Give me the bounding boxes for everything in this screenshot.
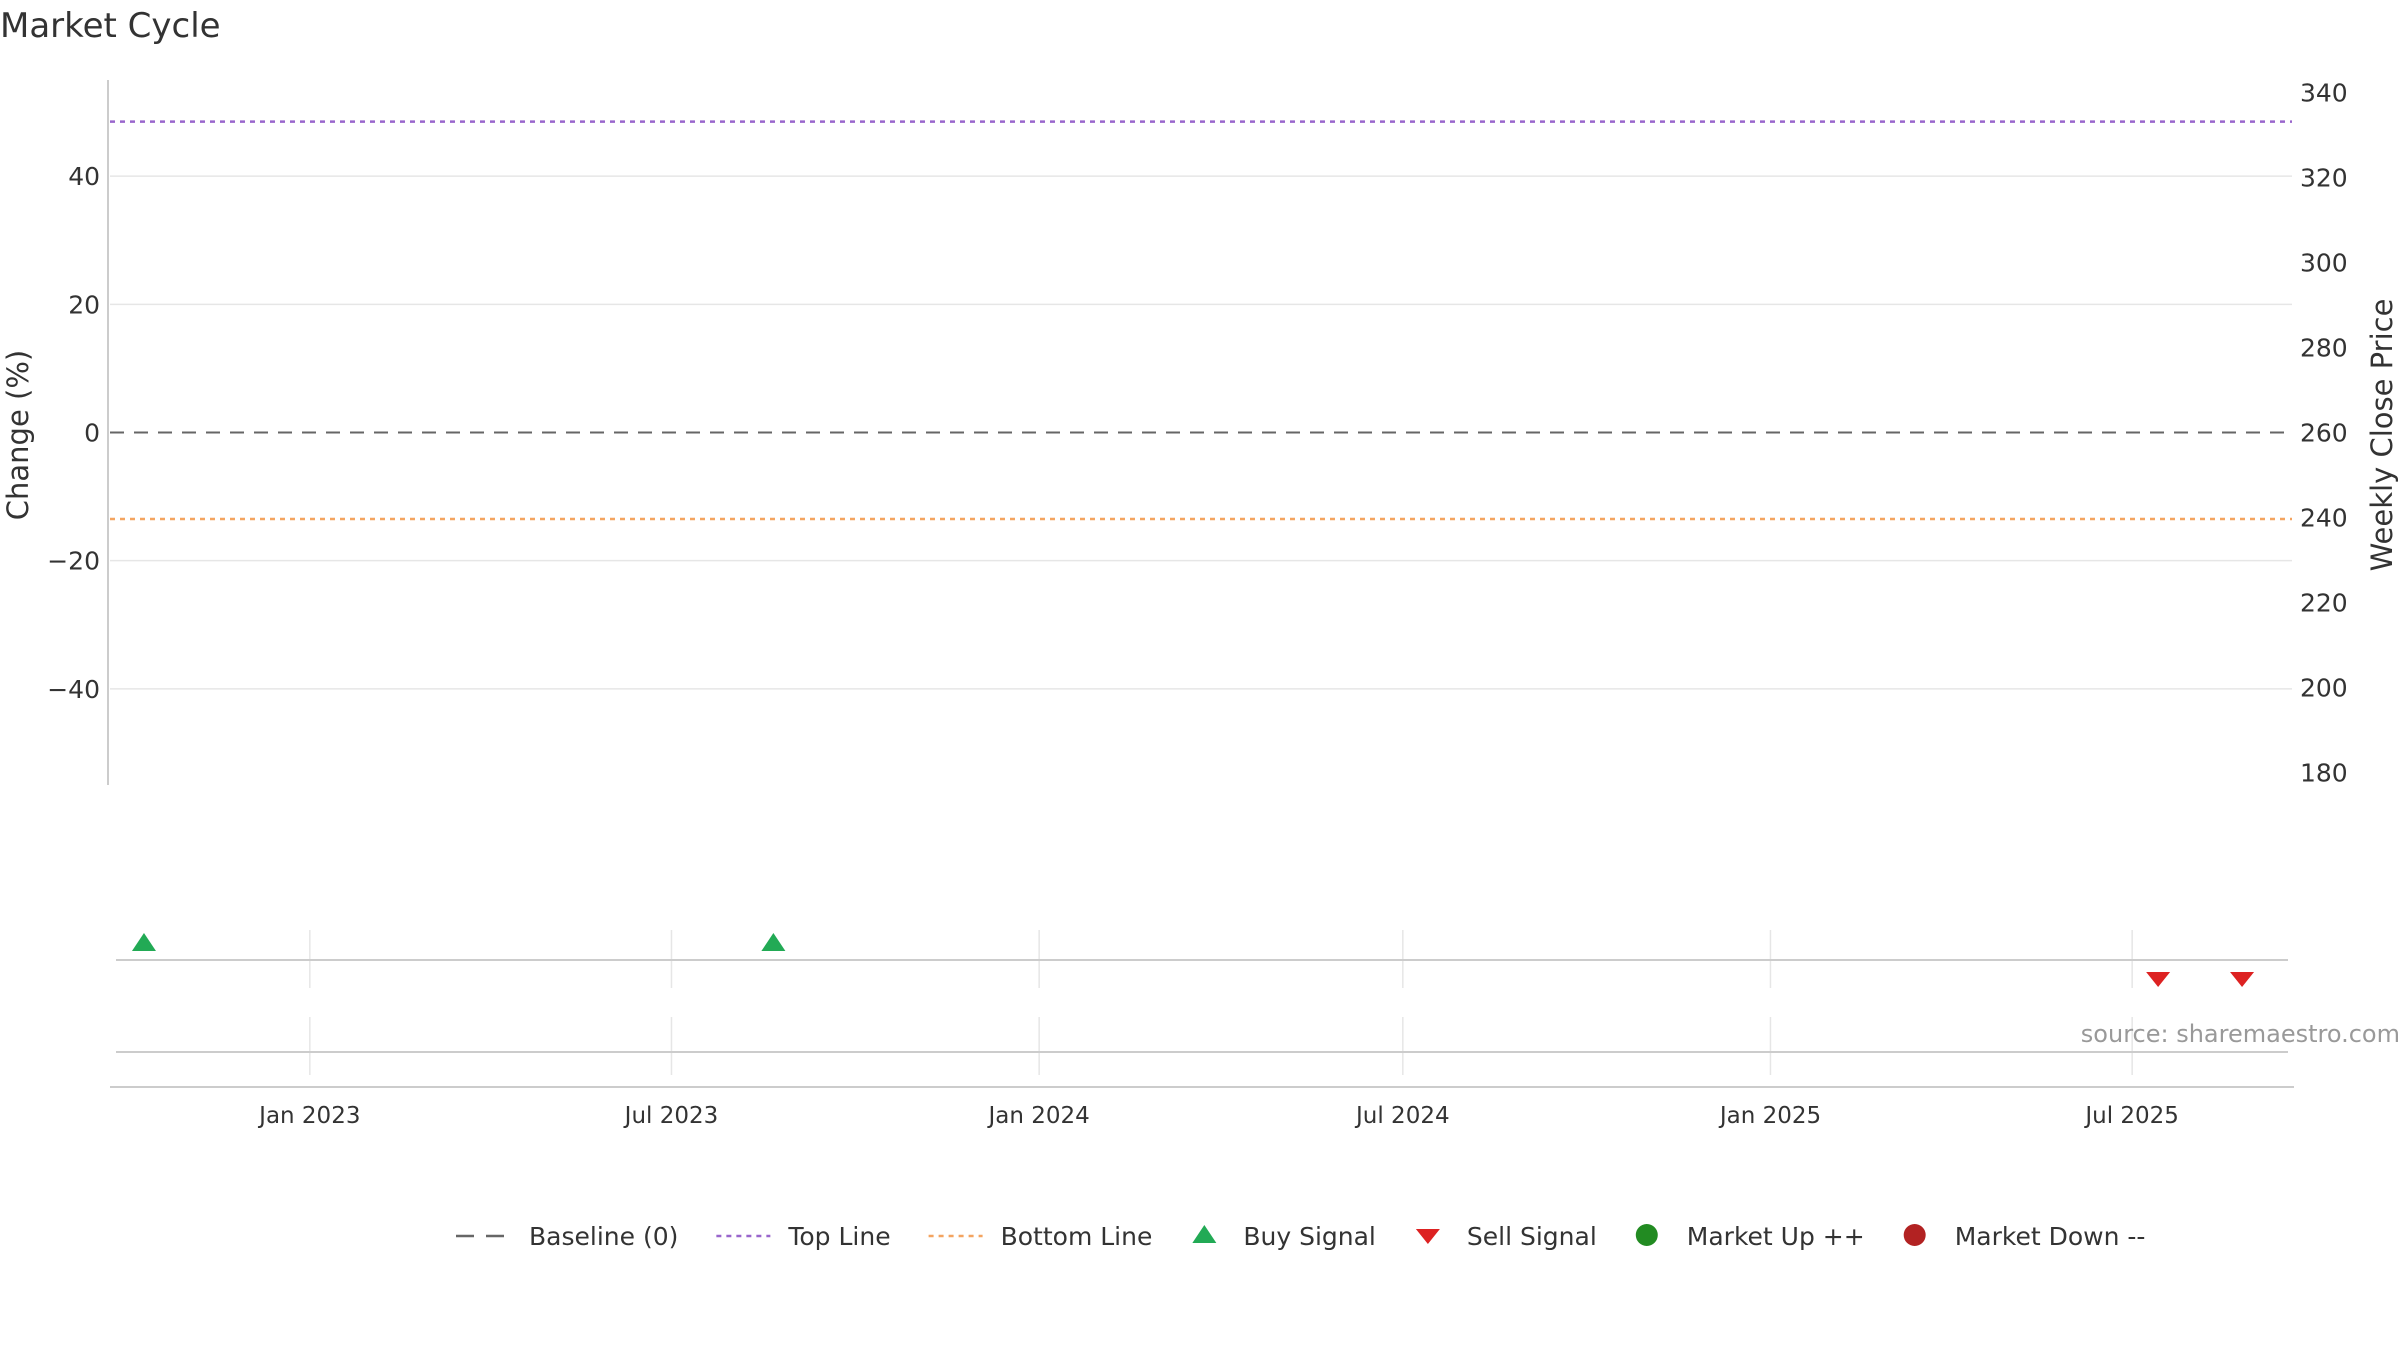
legend-item-sell: Sell Signal — [1415, 1222, 1597, 1251]
y-tick-label: −20 — [47, 547, 100, 576]
legend-label: Top Line — [787, 1222, 890, 1251]
x-tick-label: Jan 2024 — [986, 1103, 1089, 1129]
chart-legend: Baseline (0) Top Line Bottom Line Buy Signa… — [456, 1222, 2145, 1251]
legend-label: Market Up ++ — [1687, 1222, 1865, 1251]
legend-item-topline: Top Line — [716, 1222, 891, 1251]
legend-label: Bottom Line — [1001, 1222, 1153, 1251]
chart-title: Market Cycle — [0, 6, 221, 46]
sell-signal-marker — [2230, 972, 2255, 987]
legend-item-bottomline: Bottom Line — [928, 1222, 1153, 1251]
sell-signal-marker — [2146, 972, 2171, 987]
source-credit: source: sharemaestro.com — [2080, 1020, 2400, 1048]
buy-signal-marker — [131, 933, 156, 951]
x-tick-label: Jul 2024 — [1354, 1103, 1450, 1129]
legend-swatch-buy — [1192, 1225, 1217, 1243]
x-tick-label: Jul 2023 — [623, 1103, 719, 1129]
y-tick-label: −40 — [47, 675, 100, 704]
legend-item-mdown: Market Down -- — [1903, 1222, 2146, 1251]
legend-item-baseline: Baseline (0) — [456, 1222, 678, 1251]
y2-tick-label: 260 — [2300, 419, 2348, 448]
legend-label: Baseline (0) — [529, 1222, 678, 1251]
x-tick-label: Jul 2025 — [2083, 1103, 2179, 1129]
legend-label: Sell Signal — [1467, 1222, 1597, 1251]
legend-label: Market Down -- — [1955, 1222, 2146, 1251]
legend-swatch-market-up — [1635, 1224, 1658, 1246]
y2-tick-label: 280 — [2300, 334, 2348, 363]
buy-signal-marker — [761, 933, 786, 951]
y2-tick-label: 300 — [2300, 249, 2348, 278]
y2-tick-label: 200 — [2300, 673, 2348, 702]
legend-item-buy: Buy Signal — [1192, 1222, 1376, 1251]
legend-swatch-market-down — [1903, 1224, 1926, 1246]
y2-tick-label: 180 — [2300, 758, 2348, 787]
legend-label: Buy Signal — [1243, 1222, 1376, 1251]
y-tick-label: 20 — [68, 290, 100, 319]
y2-tick-label: 240 — [2300, 503, 2348, 532]
y-axis-title: Change (%) — [1, 350, 35, 520]
legend-item-mup: Market Up ++ — [1635, 1222, 1865, 1251]
y2-tick-label: 340 — [2300, 79, 2348, 108]
legend-swatch-sell — [1415, 1229, 1440, 1244]
y2-tick-label: 220 — [2300, 588, 2348, 617]
y-tick-label: 40 — [68, 162, 100, 191]
y2-tick-label: 320 — [2300, 164, 2348, 193]
y2-axis-title: Weekly Close Price — [2365, 299, 2399, 572]
x-tick-label: Jan 2025 — [1718, 1103, 1821, 1129]
x-tick-label: Jan 2023 — [257, 1103, 360, 1129]
y-tick-label: 0 — [84, 419, 100, 448]
